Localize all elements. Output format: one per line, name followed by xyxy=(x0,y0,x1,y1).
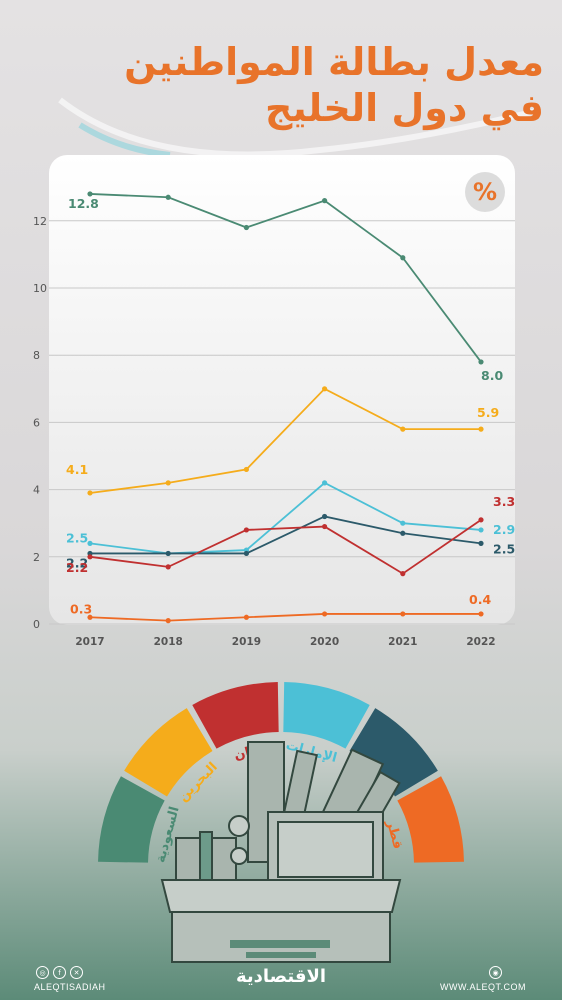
footer: ◎ f ✕ ALEQTISADIAH ◉ WWW.ALEQT.COM xyxy=(0,960,562,1000)
data-label-qatar: 0.4 xyxy=(469,592,491,607)
line-chart: 0 2 4 6 8 10 12 2017 2018 2019 2020 2021 2022 12.8 8.0… xyxy=(33,191,515,648)
data-label-uae: 2.9 xyxy=(493,522,515,537)
data-label-oman: 3.3 xyxy=(493,494,515,509)
data-label-uae: 2.5 xyxy=(66,530,88,545)
y-tick-label: 2 xyxy=(33,551,40,564)
data-point-bahrain xyxy=(87,490,93,496)
data-point-uae xyxy=(478,527,484,533)
data-point-oman xyxy=(322,523,328,530)
data-point-oman xyxy=(165,564,171,570)
data-point-qatar xyxy=(478,611,484,617)
data-point-bahrain xyxy=(400,426,406,432)
chart-title-line-2: في دول الخليج xyxy=(265,86,544,130)
x-tick-label: 2020 xyxy=(310,636,339,648)
legend-segment-oman xyxy=(192,682,279,749)
data-label-saudi: 8.0 xyxy=(481,368,503,383)
data-point-kuwait xyxy=(165,550,171,557)
series-line-qatar xyxy=(89,613,481,622)
legend-segment-uae xyxy=(283,682,370,749)
chart-panel xyxy=(49,155,515,625)
x-icon[interactable]: ✕ xyxy=(70,966,83,979)
web-icon: ◉ xyxy=(489,966,502,979)
data-point-saudi xyxy=(87,191,93,197)
data-label-kuwait: 2.2 xyxy=(66,555,88,570)
data-point-oman xyxy=(243,527,249,533)
unit-badge: % xyxy=(465,172,505,212)
y-tick-label: 8 xyxy=(33,349,40,362)
data-point-qatar xyxy=(165,618,171,624)
data-point-bahrain xyxy=(165,480,171,486)
instagram-icon[interactable]: ◎ xyxy=(36,966,49,979)
data-label-bahrain: 4.1 xyxy=(66,462,88,477)
data-label-bahrain: 5.9 xyxy=(477,405,499,420)
data-point-qatar xyxy=(87,614,93,620)
social-icons: ◎ f ✕ xyxy=(36,966,83,979)
data-point-qatar xyxy=(322,611,328,617)
data-point-saudi xyxy=(322,198,328,204)
legend-segment-bahrain xyxy=(124,708,213,797)
data-point-kuwait xyxy=(478,540,484,546)
data-point-bahrain xyxy=(243,466,249,473)
y-tick-label: 0 xyxy=(33,618,40,631)
data-label-qatar: 0.3 xyxy=(70,601,92,616)
data-point-bahrain xyxy=(478,426,484,432)
series-line-uae xyxy=(89,481,482,555)
footer-website[interactable]: WWW.ALEQT.COM xyxy=(440,982,526,992)
data-point-kuwait xyxy=(400,530,406,536)
data-point-kuwait xyxy=(322,513,328,520)
data-point-oman xyxy=(478,517,484,523)
series-line-kuwait xyxy=(90,515,482,555)
data-point-saudi xyxy=(400,255,406,261)
legend-segment-kuwait xyxy=(349,708,438,797)
y-tick-label: 10 xyxy=(33,282,47,295)
y-tick-label: 4 xyxy=(33,484,40,497)
data-point-uae xyxy=(87,540,93,546)
data-point-oman xyxy=(400,571,406,577)
x-tick-label: 2019 xyxy=(232,636,261,648)
chart-title-line-1: معدل بطالة المواطنين xyxy=(124,40,544,84)
brand-logo: الاقتصادية xyxy=(235,966,327,987)
data-point-uae xyxy=(400,520,406,526)
x-tick-label: 2022 xyxy=(466,636,495,648)
data-point-saudi xyxy=(165,194,171,200)
data-point-saudi xyxy=(478,359,484,365)
legend-segment-qatar xyxy=(397,776,464,863)
x-tick-label: 2017 xyxy=(75,636,104,648)
series-line-saudi xyxy=(89,193,482,363)
data-point-oman xyxy=(87,554,93,560)
data-point-kuwait xyxy=(243,550,249,557)
data-point-saudi xyxy=(243,224,249,231)
series-line-oman xyxy=(89,519,482,575)
legend-label-qatar: قطر xyxy=(383,818,405,851)
data-label-oman: 2.2 xyxy=(66,560,88,575)
y-tick-label: 6 xyxy=(33,416,40,429)
facebook-icon[interactable]: f xyxy=(53,966,66,979)
data-point-bahrain xyxy=(322,386,328,392)
y-tick-label: 12 xyxy=(33,215,47,228)
x-tick-label: 2021 xyxy=(388,636,417,648)
data-point-qatar xyxy=(400,611,406,617)
data-point-qatar xyxy=(243,614,249,620)
footer-handle[interactable]: ALEQTISADIAH xyxy=(34,982,106,992)
x-tick-label: 2018 xyxy=(154,636,183,648)
box-illustration xyxy=(160,741,402,963)
series-line-bahrain xyxy=(89,387,481,494)
data-label-saudi: 12.8 xyxy=(68,196,99,211)
data-point-uae xyxy=(322,480,328,486)
data-label-kuwait: 2.5 xyxy=(493,541,515,556)
legend-segment-saudi xyxy=(98,776,165,863)
